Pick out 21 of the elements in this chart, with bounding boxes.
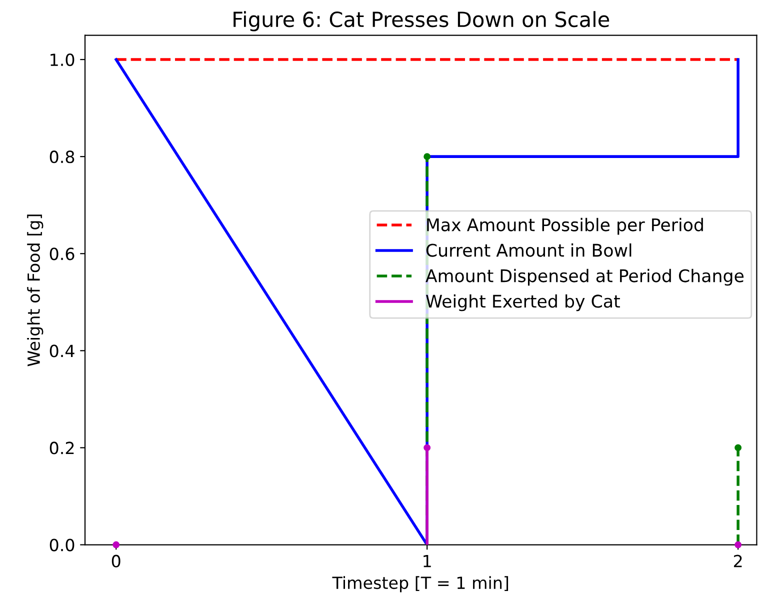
y-tick-label: 0.4 <box>50 344 74 358</box>
y-tick-label: 0.6 <box>50 248 74 260</box>
x-tick-label: 2 <box>734 554 742 568</box>
legend-label: Current Amount in Bowl <box>426 243 632 257</box>
point <box>424 444 431 452</box>
legend-label: Weight Exerted by Cat <box>426 294 620 312</box>
point <box>424 153 431 160</box>
y-axis-title: Weight of Food [g] <box>27 214 44 366</box>
x-axis-title: Timestep [T = 1 min] <box>332 576 508 592</box>
point <box>112 541 120 548</box>
y-tick-label: 1.0 <box>50 53 74 66</box>
chart-title: Figure 6: Cat Presses Down on Scale <box>234 11 610 32</box>
y-tick-label: 0.0 <box>50 538 74 552</box>
y-tick-label: 0.8 <box>50 150 74 164</box>
x-tick-label: 1 <box>424 555 431 568</box>
legend-label: Max Amount Possible per Period <box>427 218 703 235</box>
x-tick-label: 0 <box>112 554 120 568</box>
point <box>734 541 742 548</box>
y-tick-label: 0.2 <box>50 442 74 454</box>
legend-label: Amount Dispensed at Period Change <box>426 268 744 286</box>
point <box>734 444 742 452</box>
